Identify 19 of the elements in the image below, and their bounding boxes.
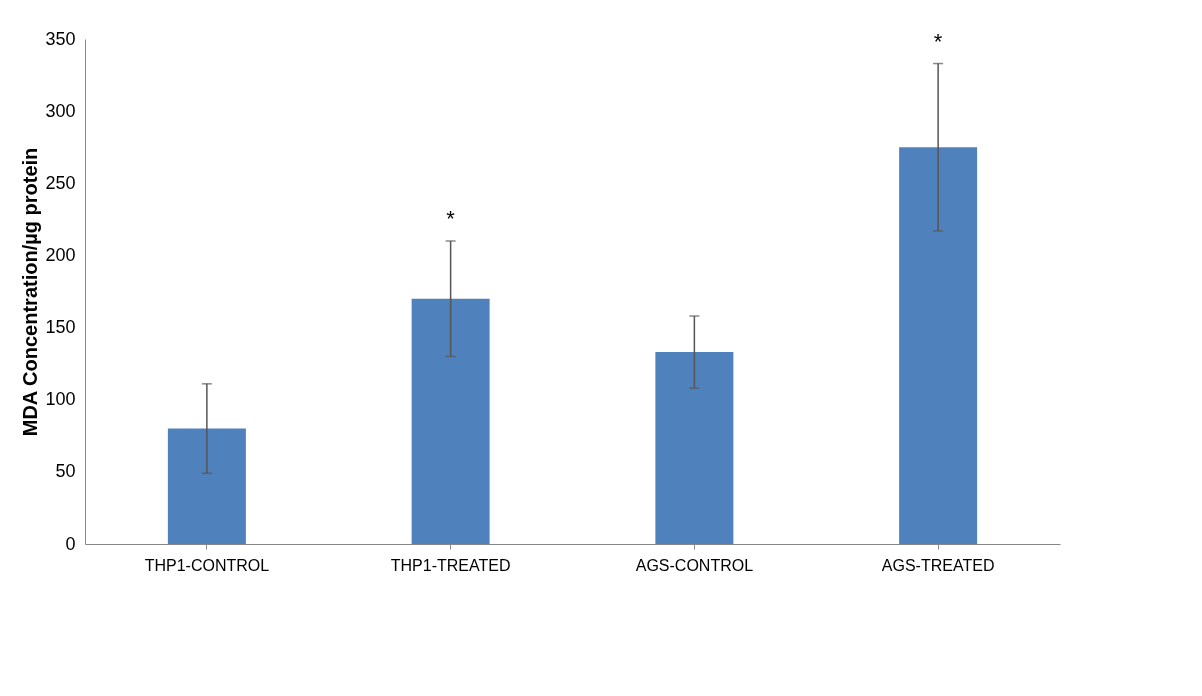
x-tick-label: AGS-CONTROL xyxy=(635,556,754,574)
y-tick-label: 350 xyxy=(45,28,76,49)
annotation: * xyxy=(446,206,456,231)
y-tick-label: 200 xyxy=(45,244,76,265)
annotation: * xyxy=(933,28,943,54)
bar xyxy=(167,428,246,544)
y-tick-label: 0 xyxy=(65,533,76,554)
y-axis-title: MDA Concentration/µg protein xyxy=(19,147,42,437)
x-tick-label: AGS-TREATED xyxy=(881,556,995,574)
y-tick-label: 150 xyxy=(45,317,76,338)
bar xyxy=(411,298,490,544)
y-tick-label: 50 xyxy=(55,461,76,482)
y-tick-label: 300 xyxy=(45,100,76,121)
y-tick-label: 100 xyxy=(45,389,76,410)
x-tick-label: THP1-CONTROL xyxy=(144,556,270,574)
x-tick-label: THP1-TREATED xyxy=(390,556,511,574)
y-tick-label: 250 xyxy=(45,172,76,193)
bar xyxy=(655,352,734,544)
bar xyxy=(899,147,978,544)
